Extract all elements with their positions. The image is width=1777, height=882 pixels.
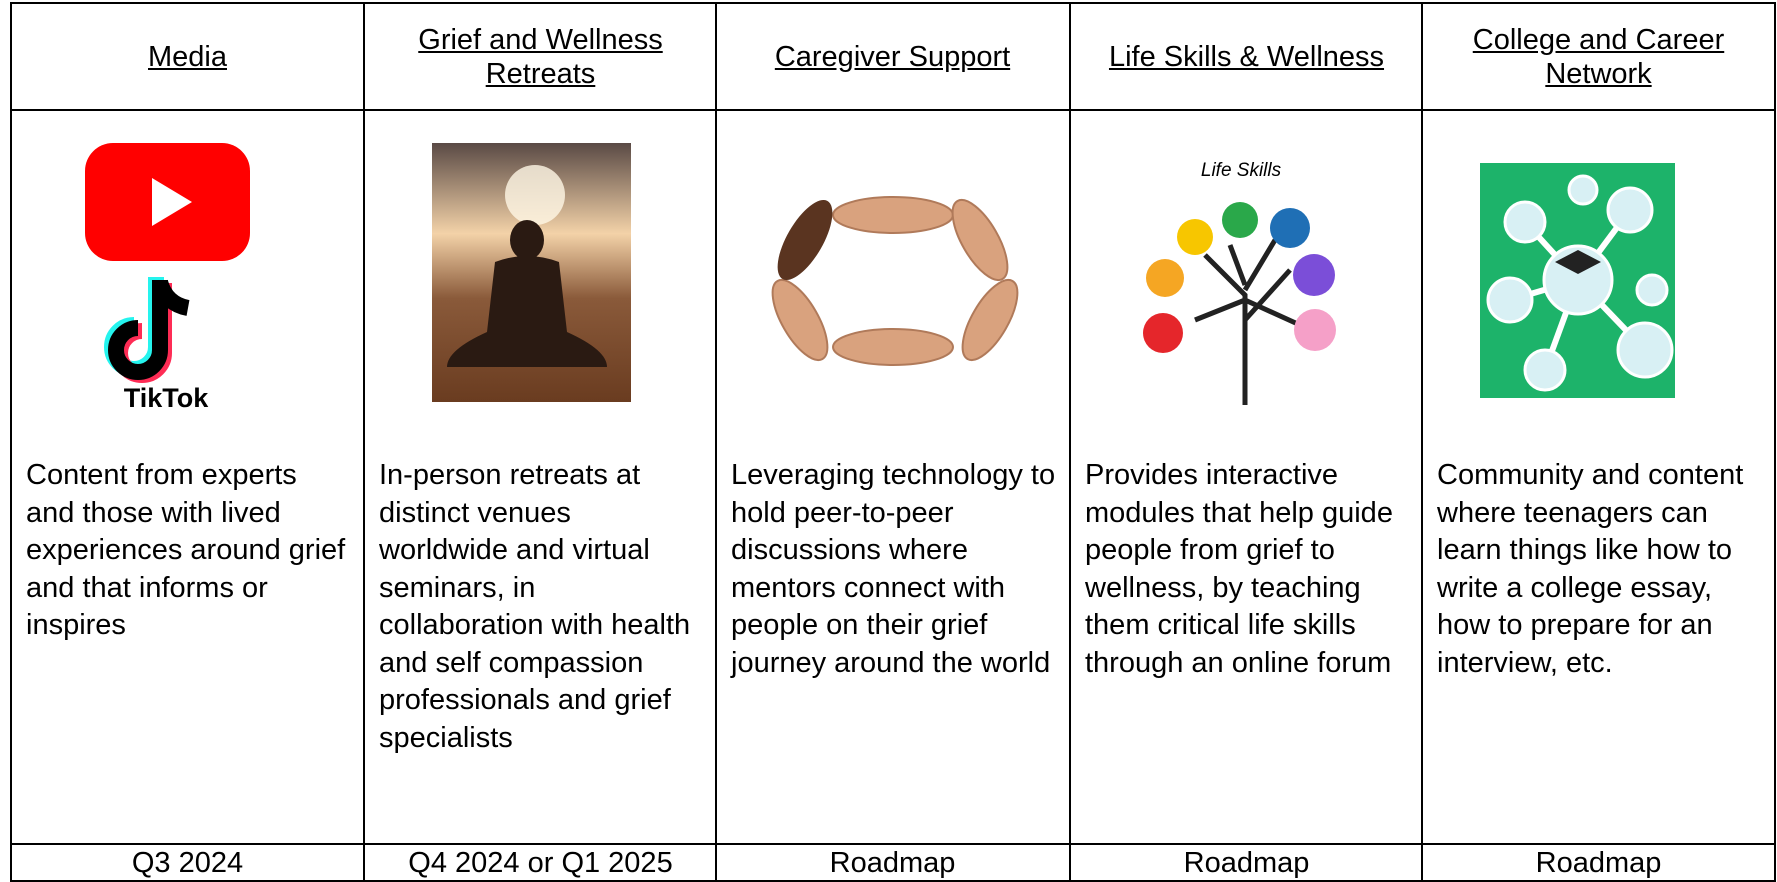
table-lines xyxy=(10,2,1776,882)
column-description: Provides interactive modules that help g… xyxy=(1085,459,1393,679)
career-network-image xyxy=(1480,163,1675,398)
media-logos: TikTok xyxy=(85,143,250,413)
column-title[interactable]: Life Skills & Wellness xyxy=(1108,40,1385,73)
life-skills-image: Life Skills xyxy=(1143,160,1336,405)
column-timing: Roadmap xyxy=(1535,846,1662,879)
column-description: Leveraging technology to hold peer-to-pe… xyxy=(731,459,1056,679)
column-title[interactable]: Caregiver Support xyxy=(774,40,1011,73)
column-description: Content from experts and those with live… xyxy=(26,459,346,641)
column-timing: Q4 2024 or Q1 2025 xyxy=(408,846,673,879)
image-label: Life Skills xyxy=(1201,160,1282,181)
column-timing: Q3 2024 xyxy=(131,846,244,879)
column-title[interactable]: College and Career Network xyxy=(1472,23,1725,90)
hands-photo xyxy=(750,189,1036,369)
column-timing: Roadmap xyxy=(1183,846,1310,879)
column-timing: Roadmap xyxy=(829,846,956,879)
column-title[interactable]: Grief and Wellness Retreats xyxy=(418,23,663,90)
column-title[interactable]: Media xyxy=(148,40,227,73)
retreat-photo xyxy=(432,143,631,402)
logo-label: TikTok xyxy=(124,383,210,413)
column-description: In-person retreats at distinct venues wo… xyxy=(379,459,691,754)
column-description: Community and content where teenagers ca… xyxy=(1437,459,1744,679)
